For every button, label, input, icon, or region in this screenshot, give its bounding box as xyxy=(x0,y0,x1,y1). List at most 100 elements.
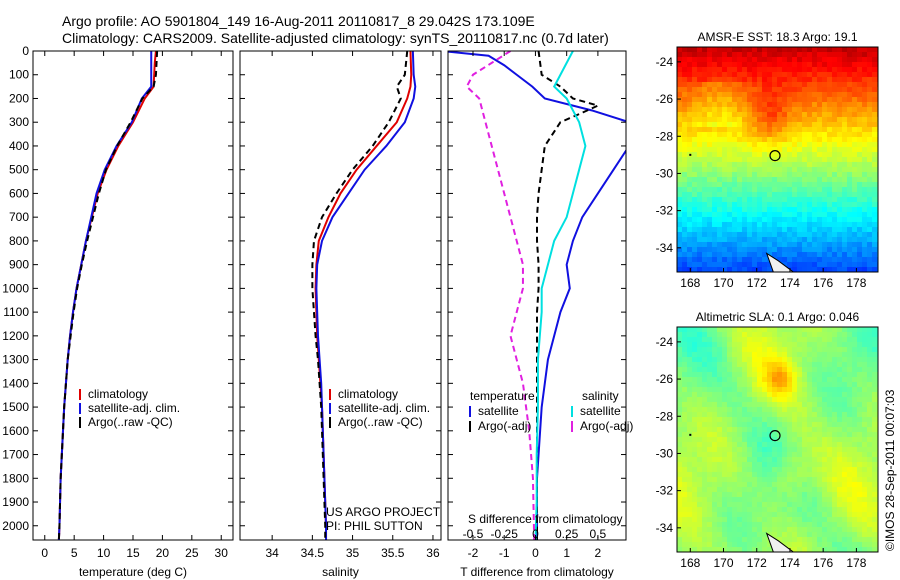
sla-map-cell xyxy=(727,542,732,547)
sst-map-cell xyxy=(862,62,867,67)
sla-map-cell xyxy=(682,467,687,472)
sla-map-cell xyxy=(847,357,852,362)
sst-map-cell xyxy=(732,62,737,67)
sst-map-cell xyxy=(847,92,852,97)
sst-map-cell xyxy=(807,152,812,157)
sla-map-cell xyxy=(712,367,717,372)
sla-map-cell xyxy=(722,522,727,527)
sst-map-cell xyxy=(762,142,767,147)
sst-map-cell xyxy=(762,72,767,77)
sla-map-cell xyxy=(857,542,862,547)
sst-map-cell xyxy=(692,142,697,147)
sla-map-cell xyxy=(732,347,737,352)
sla-map-cell xyxy=(782,517,787,522)
sla-map-cell xyxy=(817,332,822,337)
sst-map-cell xyxy=(722,262,727,267)
sla-map-cell xyxy=(867,427,872,432)
sst-map-cell xyxy=(742,62,747,67)
sst-map-cell xyxy=(857,107,862,112)
sst-map-cell xyxy=(772,92,777,97)
sla-map-cell xyxy=(767,522,772,527)
sla-map-cell xyxy=(692,432,697,437)
sst-map-cell xyxy=(787,252,792,257)
sst-map-cell xyxy=(847,57,852,62)
sst-map-cell xyxy=(737,197,742,202)
sla-map-cell xyxy=(702,427,707,432)
sla-map-cell xyxy=(717,497,722,502)
sst-map-cell xyxy=(762,82,767,87)
sst-map-cell xyxy=(787,102,792,107)
sla-map-cell xyxy=(742,532,747,537)
sla-map-cell xyxy=(747,417,752,422)
sst-map-cell xyxy=(867,142,872,147)
sla-map-cell xyxy=(687,427,692,432)
sst-map-cell xyxy=(837,167,842,172)
sst-map-cell xyxy=(867,152,872,157)
sst-map-cell xyxy=(737,217,742,222)
sla-map-cell xyxy=(777,442,782,447)
sst-map-cell xyxy=(757,107,762,112)
sla-map-ytick-label: -30 xyxy=(656,446,674,460)
sla-map-cell xyxy=(787,437,792,442)
sla-map-cell xyxy=(837,507,842,512)
sla-map-cell xyxy=(692,527,697,532)
sla-map-cell xyxy=(782,377,787,382)
sst-map-cell xyxy=(817,177,822,182)
temperature-panel-series xyxy=(57,51,159,540)
sst-map-cell xyxy=(782,162,787,167)
sst-map-cell xyxy=(857,117,862,122)
sla-map-cell xyxy=(777,327,782,332)
sla-map-cell xyxy=(847,382,852,387)
sla-map-cell xyxy=(772,367,777,372)
sst-map-cell xyxy=(677,202,682,207)
sla-map-cell xyxy=(772,332,777,337)
sla-map-cell xyxy=(867,487,872,492)
sla-map-cell xyxy=(837,492,842,497)
sla-map-cell xyxy=(747,327,752,332)
sst-map-cell xyxy=(812,207,817,212)
sla-map-cell xyxy=(742,372,747,377)
sst-map-cell xyxy=(832,92,837,97)
sla-map-cell xyxy=(757,467,762,472)
sla-map-cell xyxy=(722,337,727,342)
sla-map-cell xyxy=(682,457,687,462)
sla-map-cell xyxy=(847,472,852,477)
sst-map-cell xyxy=(842,227,847,232)
sla-map-cell xyxy=(677,397,682,402)
sla-map-cell xyxy=(802,397,807,402)
sst-map-cell xyxy=(782,172,787,177)
sla-map-cell xyxy=(677,412,682,417)
sla-map-cell xyxy=(817,447,822,452)
sla-map-cell xyxy=(707,397,712,402)
sla-map-cell xyxy=(757,417,762,422)
sst-map-cell xyxy=(692,77,697,82)
sst-map-cell xyxy=(872,212,877,217)
sla-map-xtick-label: 170 xyxy=(713,556,733,570)
sla-map-cell xyxy=(702,377,707,382)
sst-map-cell xyxy=(772,187,777,192)
sla-map-cell xyxy=(777,367,782,372)
sla-map-cell xyxy=(792,437,797,442)
sla-map-cell xyxy=(802,457,807,462)
sst-map-cell xyxy=(687,87,692,92)
sla-map-cell xyxy=(872,372,877,377)
sst-map-cell xyxy=(797,167,802,172)
sla-map-cell xyxy=(677,477,682,482)
sst-map-cell xyxy=(727,122,732,127)
sst-map-cell xyxy=(687,267,692,272)
sst-map-cell xyxy=(837,157,842,162)
sst-map-cell xyxy=(857,247,862,252)
sla-map-cell xyxy=(802,407,807,412)
sst-map-cell xyxy=(842,162,847,167)
sst-map-cell xyxy=(852,247,857,252)
sst-map-cell xyxy=(737,212,742,217)
sst-map-cell xyxy=(777,97,782,102)
sst-map-cell xyxy=(852,217,857,222)
sla-map-cell xyxy=(842,392,847,397)
sst-map-cell xyxy=(737,182,742,187)
sla-map-cell xyxy=(807,512,812,517)
sst-map-cell xyxy=(702,192,707,197)
sla-map-cell xyxy=(767,397,772,402)
sla-map-cell xyxy=(762,532,767,537)
sla-map-cell xyxy=(712,392,717,397)
